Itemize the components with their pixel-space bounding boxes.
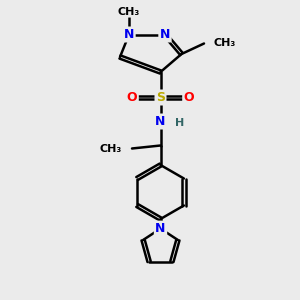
Text: N: N	[155, 222, 166, 235]
Text: CH₃: CH₃	[213, 38, 235, 49]
Text: N: N	[124, 28, 134, 41]
Text: O: O	[127, 91, 137, 104]
Text: H: H	[176, 118, 185, 128]
Text: O: O	[184, 91, 194, 104]
Text: N: N	[155, 115, 166, 128]
Text: N: N	[160, 28, 170, 41]
Text: S: S	[156, 91, 165, 104]
Text: CH₃: CH₃	[99, 143, 122, 154]
Text: CH₃: CH₃	[118, 7, 140, 17]
